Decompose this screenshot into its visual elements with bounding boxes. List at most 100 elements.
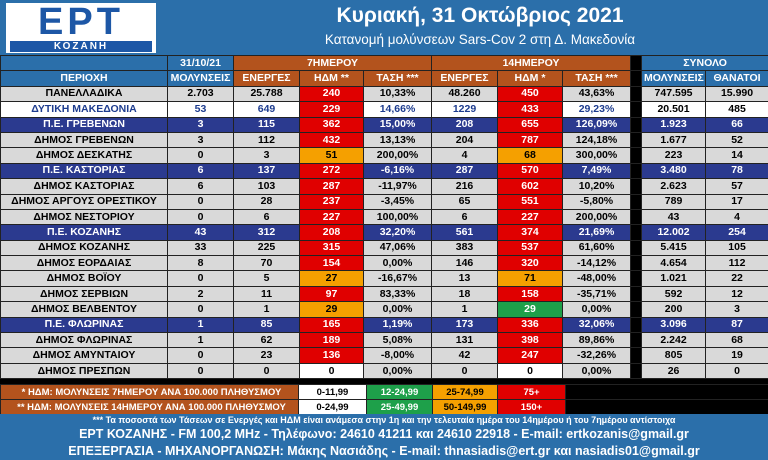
total-infections-cell: 5.415 [641, 239, 707, 257]
legend-range-low: 0-24,99 [298, 399, 367, 415]
table-row: ΠΑΝΕΛΛΑΔΙΚΑ 2.703 25.788 240 10,33% 48.260 450… [0, 85, 768, 103]
idm-14day-cell: 336 [497, 316, 563, 334]
deaths-cell: 78 [705, 162, 768, 180]
column-header: ΗΔΜ ** [299, 70, 364, 87]
deaths-cell: 15.990 [705, 85, 768, 103]
area-name: ΔΗΜΟΣ ΦΛΩΡΙΝΑΣ [0, 332, 168, 349]
active-7day-cell: 649 [233, 101, 300, 118]
column-header: ΜΟΛΥΝΣΕΙΣ [641, 70, 707, 87]
active-7day-cell: 28 [233, 193, 300, 210]
table-row: Π.Ε. ΚΟΖΑΝΗΣ 43 312 208 32,20% 561 374 21,69% 12… [0, 224, 768, 241]
idm-14day-cell: 602 [497, 178, 563, 195]
footer-contact: ΕΡΤ ΚΟΖΑΝΗΣ - FM 100,2 MHz - Τηλέφωνο: 2… [0, 426, 768, 443]
deaths-cell: 14 [705, 147, 768, 164]
idm-7day-cell: 240 [299, 85, 364, 103]
trend-14day-cell: 89,86% [561, 332, 632, 349]
active-7day-cell: 112 [233, 131, 300, 149]
legend-range-high: 50-149,99 [432, 399, 498, 415]
column-header: ΠΕΡΙΟΧΗ [0, 70, 168, 87]
trend-14day-cell: 32,06% [561, 316, 632, 334]
trend-14day-cell: 10,20% [561, 178, 632, 195]
idm-7day-cell: 27 [299, 270, 364, 287]
column-header: ΤΑΣΗ *** [363, 70, 432, 87]
group-header-fortnight: 14ΗΜΕΡΟΥ [430, 54, 632, 72]
active-7day-cell: 11 [233, 285, 300, 303]
table-row: ΔΗΜΟΣ ΔΕΣΚΑΤΗΣ 0 3 51 200,00% 4 68 300,00% 223 14 [0, 147, 768, 164]
idm-7day-cell: 189 [299, 332, 364, 349]
idm-7day-cell: 29 [299, 301, 364, 318]
active-7day-cell: 137 [233, 162, 300, 180]
deaths-cell: 52 [705, 131, 768, 149]
active-7day-cell: 70 [233, 255, 300, 272]
active-7day-cell: 62 [233, 332, 300, 349]
separator-cell [630, 116, 643, 133]
table-row: Π.Ε. ΓΡΕΒΕΝΩΝ 3 115 362 15,00% 208 655 126,09% 1… [0, 116, 768, 133]
active-7day-cell: 115 [233, 116, 300, 133]
idm-14day-cell: 29 [497, 301, 563, 318]
deaths-cell: 105 [705, 239, 768, 257]
table-row: Π.Ε. ΚΑΣΤΟΡΙΑΣ 6 137 272 -6,16% 287 570 7,49% 3.… [0, 162, 768, 180]
deaths-cell: 12 [705, 285, 768, 303]
infections-cell: 53 [167, 101, 234, 118]
separator-cell [630, 70, 643, 87]
area-name: ΔΥΤΙΚΗ ΜΑΚΕΔΟΝΙΑ [0, 101, 168, 118]
trend-7day-cell: -6,16% [363, 162, 432, 180]
idm-14day-cell: 433 [497, 101, 563, 118]
covid-table: 31/10/21 7ΗΜΕΡΟΥ 14ΗΜΕΡΟΥ ΣΥΝΟΛΟ ΠΕΡΙΟΧΗ… [0, 54, 768, 380]
area-name: ΔΗΜΟΣ ΣΕΡΒΙΩΝ [0, 285, 168, 303]
separator-cell [630, 147, 643, 164]
table-row: ΔΥΤΙΚΗ ΜΑΚΕΔΟΝΙΑ 53 649 229 14,66% 1229 433 29,… [0, 101, 768, 118]
legend-label-14day: ** ΗΔΜ: ΜΟΛΥΝΣΕΙΣ 14ΗΜΕΡΟΥ ΑΝΑ 100.000 Π… [0, 399, 299, 415]
trend-14day-cell: -14,12% [561, 255, 632, 272]
infections-cell: 6 [167, 178, 234, 195]
total-infections-cell: 2.623 [641, 178, 707, 195]
group-header-blank [0, 54, 168, 72]
separator-cell [630, 224, 643, 241]
separator-cell [630, 347, 643, 364]
active-14day-cell: 18 [431, 285, 498, 303]
idm-7day-cell: 51 [299, 147, 364, 164]
area-name: ΔΗΜΟΣ ΒΕΛΒΕΝΤΟΥ [0, 301, 168, 318]
active-7day-cell: 85 [233, 316, 300, 334]
legend-label-7day: * ΗΔΜ: ΜΟΛΥΝΣΕΙΣ 7ΗΜΕΡΟΥ ΑΝΑ 100.000 ΠΛΗ… [0, 384, 299, 400]
active-14day-cell: 131 [431, 332, 498, 349]
total-infections-cell: 1.677 [641, 131, 707, 149]
total-infections-cell: 2.242 [641, 332, 707, 349]
trend-7day-cell: 0,00% [363, 255, 432, 272]
area-name: ΔΗΜΟΣ ΔΕΣΚΑΤΗΣ [0, 147, 168, 164]
table-row: ΔΗΜΟΣ ΦΛΩΡΙΝΑΣ 1 62 189 5,08% 131 398 89,86% 2.2… [0, 332, 768, 349]
active-7day-cell: 3 [233, 147, 300, 164]
separator-cell [630, 255, 643, 272]
idm-14day-cell: 570 [497, 162, 563, 180]
deaths-cell: 87 [705, 316, 768, 334]
area-name: ΔΗΜΟΣ ΕΟΡΔΑΙΑΣ [0, 255, 168, 272]
area-name: Π.Ε. ΦΛΩΡΙΝΑΣ [0, 316, 168, 334]
column-header: ΘΑΝΑΤΟΙ [705, 70, 768, 87]
trend-7day-cell: 14,66% [363, 101, 432, 118]
table-row: ΔΗΜΟΣ ΕΟΡΔΑΙΑΣ 8 70 154 0,00% 146 320 -14,12% 4.… [0, 255, 768, 272]
idm-7day-cell: 136 [299, 347, 364, 364]
trend-7day-cell: 100,00% [363, 208, 432, 226]
total-infections-cell: 200 [641, 301, 707, 318]
trend-14day-cell: 200,00% [561, 208, 632, 226]
area-name: ΔΗΜΟΣ ΒΟΪΟΥ [0, 270, 168, 287]
area-name: ΔΗΜΟΣ ΚΑΣΤΟΡΙΑΣ [0, 178, 168, 195]
trend-14day-cell: 300,00% [561, 147, 632, 164]
active-14day-cell: 13 [431, 270, 498, 287]
separator-cell [630, 362, 643, 380]
legend-range-low: 0-11,99 [298, 384, 367, 400]
area-name: ΔΗΜΟΣ ΑΜΥΝΤΑΙΟΥ [0, 347, 168, 364]
legend-filler [565, 384, 768, 400]
trend-7day-cell: 32,20% [363, 224, 432, 241]
idm-14day-cell: 227 [497, 208, 563, 226]
table-row: ΔΗΜΟΣ ΣΕΡΒΙΩΝ 2 11 97 83,33% 18 158 -35,71% 592 1… [0, 285, 768, 303]
column-header: ΗΔΜ * [497, 70, 563, 87]
total-infections-cell: 805 [641, 347, 707, 364]
infections-cell: 0 [167, 193, 234, 210]
trend-14day-cell: 0,00% [561, 301, 632, 318]
idm-14day-cell: 0 [497, 362, 563, 380]
deaths-cell: 19 [705, 347, 768, 364]
active-14day-cell: 216 [431, 178, 498, 195]
idm-14day-cell: 247 [497, 347, 563, 364]
active-14day-cell: 1 [431, 301, 498, 318]
